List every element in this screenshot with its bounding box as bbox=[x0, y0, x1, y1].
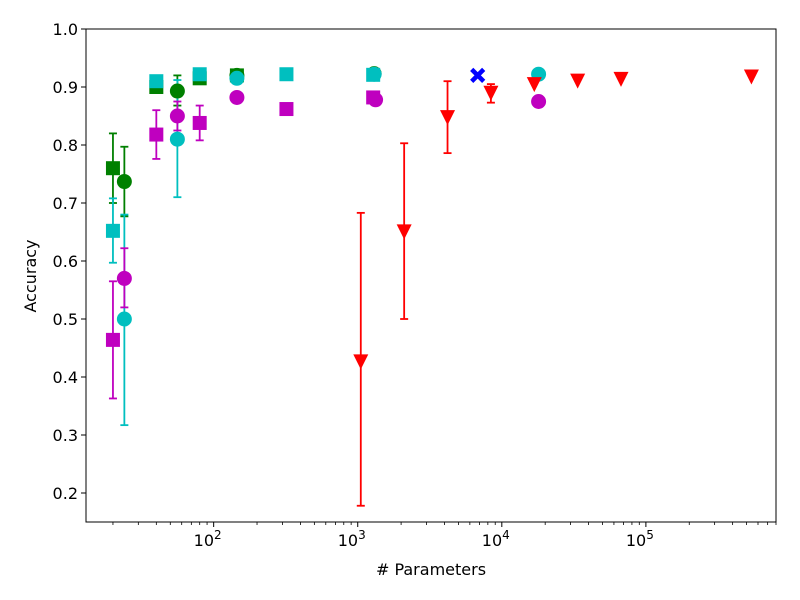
circle-marker bbox=[169, 131, 185, 147]
circle-marker bbox=[116, 270, 132, 286]
square-marker bbox=[105, 223, 120, 238]
circle-marker bbox=[169, 83, 185, 99]
circle-marker bbox=[229, 70, 245, 86]
y-tick-label: 0.8 bbox=[53, 136, 78, 155]
triangle-marker bbox=[440, 110, 456, 126]
x-axis-label: # Parameters bbox=[376, 560, 486, 579]
square-marker bbox=[279, 67, 294, 82]
square-marker bbox=[105, 161, 120, 176]
square-marker bbox=[192, 115, 207, 130]
square-marker bbox=[149, 127, 164, 142]
plot-frame bbox=[85, 28, 777, 523]
square-marker bbox=[149, 74, 164, 89]
y-tick-label: 0.5 bbox=[53, 310, 78, 329]
circle-marker bbox=[169, 108, 185, 124]
x-marker bbox=[470, 67, 486, 83]
triangle-marker bbox=[613, 71, 629, 87]
y-tick-label: 0.2 bbox=[53, 484, 78, 503]
y-tick-label: 0.7 bbox=[53, 194, 78, 213]
y-tick-label: 0.6 bbox=[53, 252, 78, 271]
x-tick-label: 103 bbox=[338, 528, 366, 550]
triangle-marker bbox=[570, 73, 586, 89]
triangle-marker bbox=[396, 224, 412, 240]
x-tick-label: 102 bbox=[194, 528, 222, 550]
x-tick-label: 104 bbox=[482, 528, 510, 550]
circle-marker bbox=[229, 89, 245, 105]
y-axis-label: Accuracy bbox=[21, 239, 40, 312]
circle-marker bbox=[366, 66, 382, 82]
y-tick-label: 0.9 bbox=[53, 78, 78, 97]
y-tick-label: 0.4 bbox=[53, 368, 78, 387]
y-tick-label: 0.3 bbox=[53, 426, 78, 445]
triangle-marker bbox=[483, 85, 499, 101]
square-marker bbox=[192, 67, 207, 82]
circle-marker bbox=[531, 94, 547, 109]
x-tick-label: 105 bbox=[626, 528, 654, 550]
triangle-marker bbox=[743, 69, 759, 85]
square-marker bbox=[105, 332, 120, 347]
square-marker bbox=[279, 102, 294, 117]
triangle-marker bbox=[353, 354, 369, 370]
circle-marker bbox=[116, 174, 132, 190]
circle-marker bbox=[116, 311, 132, 327]
y-tick-label: 1.0 bbox=[53, 20, 78, 39]
triangle-marker bbox=[526, 77, 542, 93]
circle-marker bbox=[368, 92, 384, 108]
